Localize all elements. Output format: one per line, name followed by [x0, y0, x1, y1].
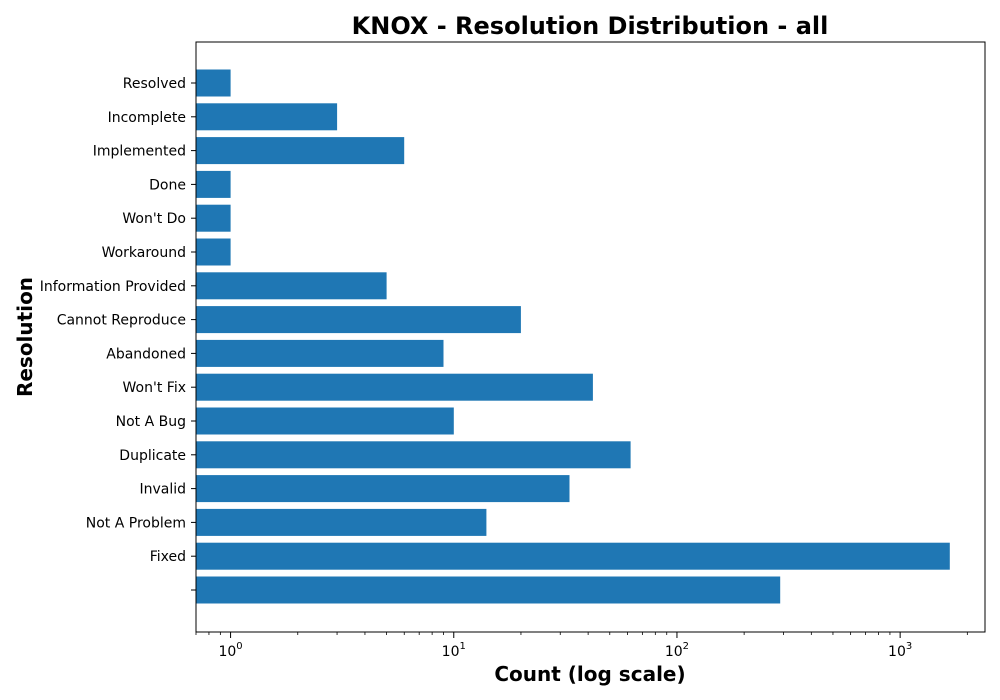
- y-tick-label: Information Provided: [40, 279, 186, 295]
- x-tick-label: 103: [888, 641, 912, 660]
- x-tick-base: 10: [442, 644, 460, 660]
- bar: [196, 339, 444, 367]
- x-tick-base: 10: [218, 644, 236, 660]
- y-tick-label: Incomplete: [108, 110, 186, 126]
- bar: [196, 170, 231, 198]
- y-tick-label: Done: [149, 177, 186, 193]
- y-tick-label: Won't Do: [122, 211, 186, 227]
- y-tick-label: Cannot Reproduce: [57, 313, 186, 329]
- x-tick-base: 10: [888, 644, 906, 660]
- y-tick-label: Workaround: [102, 245, 186, 261]
- x-axis-ticks: 100 101 102 103: [195, 632, 968, 660]
- bars-group: [196, 69, 950, 604]
- plot-frame: [195, 41, 986, 633]
- x-tick-base: 10: [665, 644, 683, 660]
- y-tick-label: Fixed: [150, 549, 186, 565]
- bar: [196, 306, 521, 334]
- bar: [196, 373, 593, 401]
- bar: [196, 238, 231, 266]
- y-tick-label: Not A Problem: [86, 515, 186, 531]
- bar: [196, 137, 405, 165]
- y-tick-label: Duplicate: [119, 448, 186, 464]
- y-tick-label: Not A Bug: [116, 414, 186, 430]
- bar: [196, 272, 387, 300]
- chart-title: KNOX - Resolution Distribution - all: [352, 12, 829, 40]
- x-axis-label: Count (log scale): [494, 662, 685, 686]
- y-tick-label: Won't Fix: [123, 380, 186, 396]
- bar: [196, 542, 950, 570]
- y-axis-ticks: Fixed Not A Problem Invalid Duplicate Not A …: [40, 76, 196, 591]
- x-tick-label: 102: [665, 641, 689, 660]
- bar: [196, 204, 231, 232]
- bar: [196, 69, 231, 97]
- x-tick-exponent: 0: [236, 641, 242, 652]
- y-tick-label: Resolved: [123, 76, 186, 92]
- bar: [196, 508, 487, 536]
- bar: [196, 407, 454, 435]
- x-tick-exponent: 3: [906, 641, 912, 652]
- y-tick-label: Implemented: [93, 144, 186, 160]
- x-tick-label: 101: [442, 641, 466, 660]
- bar: [196, 103, 338, 131]
- bar: [196, 576, 781, 604]
- y-tick-label: Abandoned: [106, 346, 186, 362]
- y-axis-label: Resolution: [13, 277, 37, 397]
- y-tick-label: Invalid: [139, 482, 186, 498]
- x-tick-exponent: 2: [683, 641, 689, 652]
- x-tick-label: 100: [218, 641, 242, 660]
- bar: [196, 441, 631, 469]
- bar: [196, 475, 570, 503]
- x-tick-exponent: 1: [459, 641, 465, 652]
